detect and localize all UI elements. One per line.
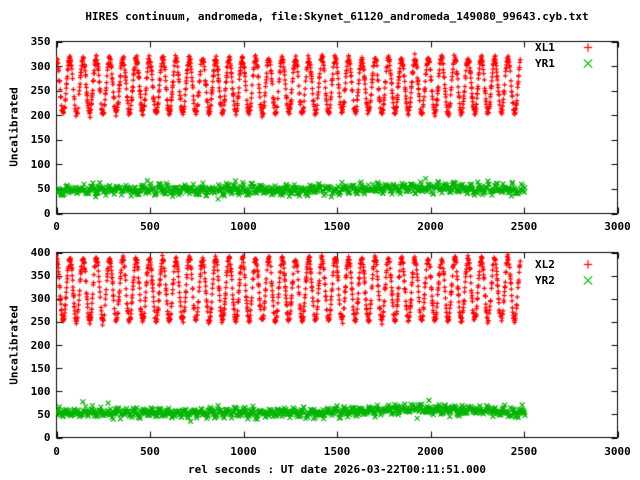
y-tick-label: 150 (30, 361, 51, 375)
y-tick-label: 300 (30, 59, 51, 73)
x-tick-label: 2500 (510, 220, 538, 233)
legend-entry-yr1: YR1 (535, 58, 555, 69)
y-tick-label: 100 (30, 157, 51, 171)
y-tick-label: 150 (30, 133, 51, 147)
y-axis-label-top: Uncalibrated (7, 87, 21, 167)
legend-label-xl1: XL1 (535, 41, 555, 54)
legend-label-yr2: YR2 (535, 274, 555, 287)
x-tick-label: 500 (140, 445, 160, 458)
x-tick-label: 3000 (604, 220, 631, 233)
legend-entry-xl2: XL2 (535, 259, 555, 270)
x-tick-label: 1500 (323, 445, 351, 458)
x-tick-label: 0 (53, 445, 60, 458)
x-tick-label: 2000 (417, 220, 444, 233)
y-tick-label: 100 (30, 384, 51, 398)
x-tick-label: 0 (53, 220, 60, 233)
y-tick-label: 350 (30, 269, 51, 283)
y-tick-label: 0 (43, 431, 51, 444)
x-tick-label: 1000 (230, 445, 257, 458)
legend-entry-xl1: XL1 (535, 42, 555, 53)
y-tick-label: 250 (30, 84, 51, 98)
x-tick-label: 1000 (230, 220, 257, 233)
y-tick-label: 200 (30, 108, 51, 122)
y-tick-label: 400 (30, 246, 51, 259)
x-tick-label: 3000 (604, 445, 631, 458)
x-tick-label: 1500 (323, 220, 351, 233)
y-tick-label: 200 (30, 338, 51, 352)
x-tick-label: 2500 (510, 445, 538, 458)
legend-entry-yr2: YR2 (535, 275, 555, 286)
x-axis-label: rel seconds : UT date 2026-03-22T00:11:5… (187, 463, 487, 476)
plot-title: HIRES continuum, andromeda, file:Skynet_… (85, 10, 589, 23)
y-tick-label: 300 (30, 292, 51, 306)
y-tick-label: 350 (30, 35, 51, 48)
y-tick-label: 250 (30, 315, 51, 329)
legend-label-xl2: XL2 (535, 258, 555, 271)
y-tick-label: 50 (37, 407, 51, 421)
x-tick-label: 2000 (417, 445, 444, 458)
y-tick-label: 0 (43, 207, 51, 220)
x-tick-label: 500 (140, 220, 160, 233)
y-tick-label: 50 (37, 182, 51, 196)
legend-label-yr1: YR1 (535, 57, 555, 70)
